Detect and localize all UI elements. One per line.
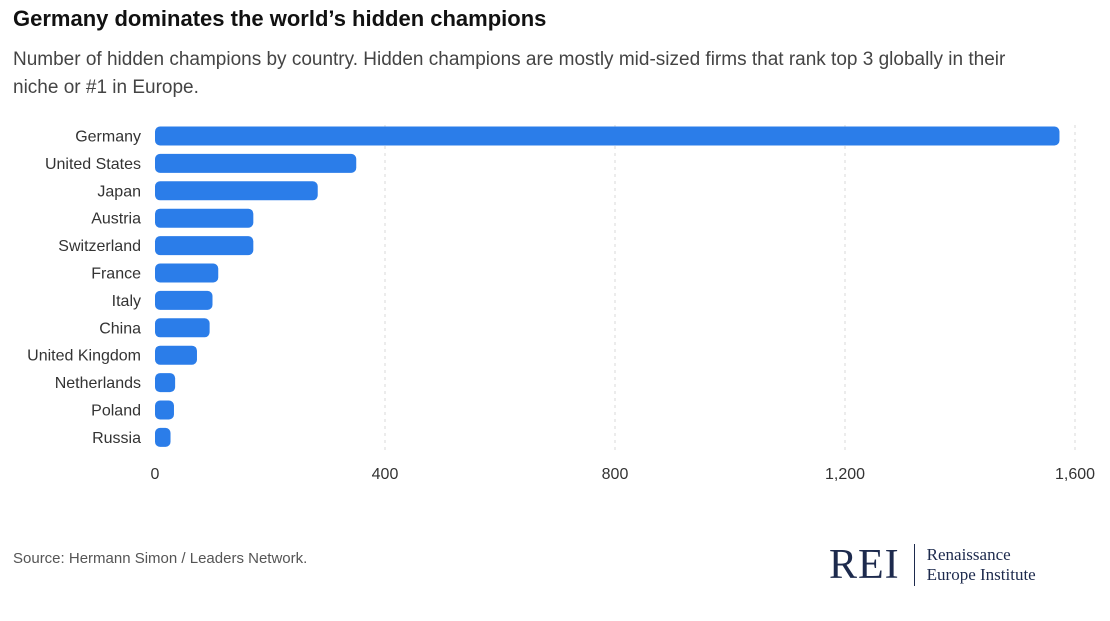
bar — [155, 427, 171, 447]
gridlines — [384, 125, 1076, 450]
bar — [155, 400, 174, 420]
logo-line-1: Renaissance — [926, 545, 1011, 564]
bar-chart: Germany United States Japan Austria Switzerl… — [27, 125, 1096, 483]
logo-line-2: Europe Institute — [926, 565, 1036, 584]
chart-title: Germany dominates the world’s hidden cha… — [13, 6, 547, 31]
category-label: United States — [45, 156, 141, 173]
x-tick-label: 1,200 — [825, 466, 865, 483]
bar — [155, 263, 219, 283]
x-tick-label: 1,600 — [1055, 466, 1095, 483]
category-label: Japan — [97, 183, 141, 200]
x-axis-ticks: 0 400 800 1,200 1,600 — [151, 466, 1096, 483]
x-tick-label: 400 — [372, 466, 399, 483]
logo-text: Renaissance Europe Institute — [927, 545, 1036, 585]
category-label: Poland — [91, 403, 141, 420]
bar — [155, 318, 210, 338]
logo-mark: REI — [829, 542, 900, 588]
bars — [155, 126, 1060, 447]
category-label: Germany — [75, 129, 141, 146]
bar — [155, 236, 254, 256]
category-label: Italy — [112, 293, 141, 310]
bar — [155, 345, 197, 365]
category-label: France — [91, 266, 141, 283]
category-label: Switzerland — [58, 238, 141, 255]
logo-divider — [913, 544, 915, 586]
category-labels: Germany United States Japan Austria Switzerl… — [27, 129, 141, 447]
category-label: Russia — [92, 430, 141, 447]
x-tick-label: 800 — [602, 466, 629, 483]
chart-subtitle: Number of hidden champions by country. H… — [13, 49, 1006, 98]
bar — [155, 290, 213, 310]
category-label: Austria — [91, 211, 141, 228]
category-label: United Kingdom — [27, 348, 141, 365]
x-tick-label: 0 — [151, 466, 160, 483]
bar — [155, 126, 1060, 146]
category-label: China — [99, 320, 141, 337]
rei-logo: REI Renaissance Europe Institute — [829, 540, 1036, 590]
bar — [155, 153, 357, 173]
bar — [155, 181, 318, 201]
bar — [155, 208, 254, 228]
category-label: Netherlands — [55, 375, 141, 392]
bar — [155, 373, 176, 393]
source-note: Source: Hermann Simon / Leaders Network. — [13, 550, 308, 567]
